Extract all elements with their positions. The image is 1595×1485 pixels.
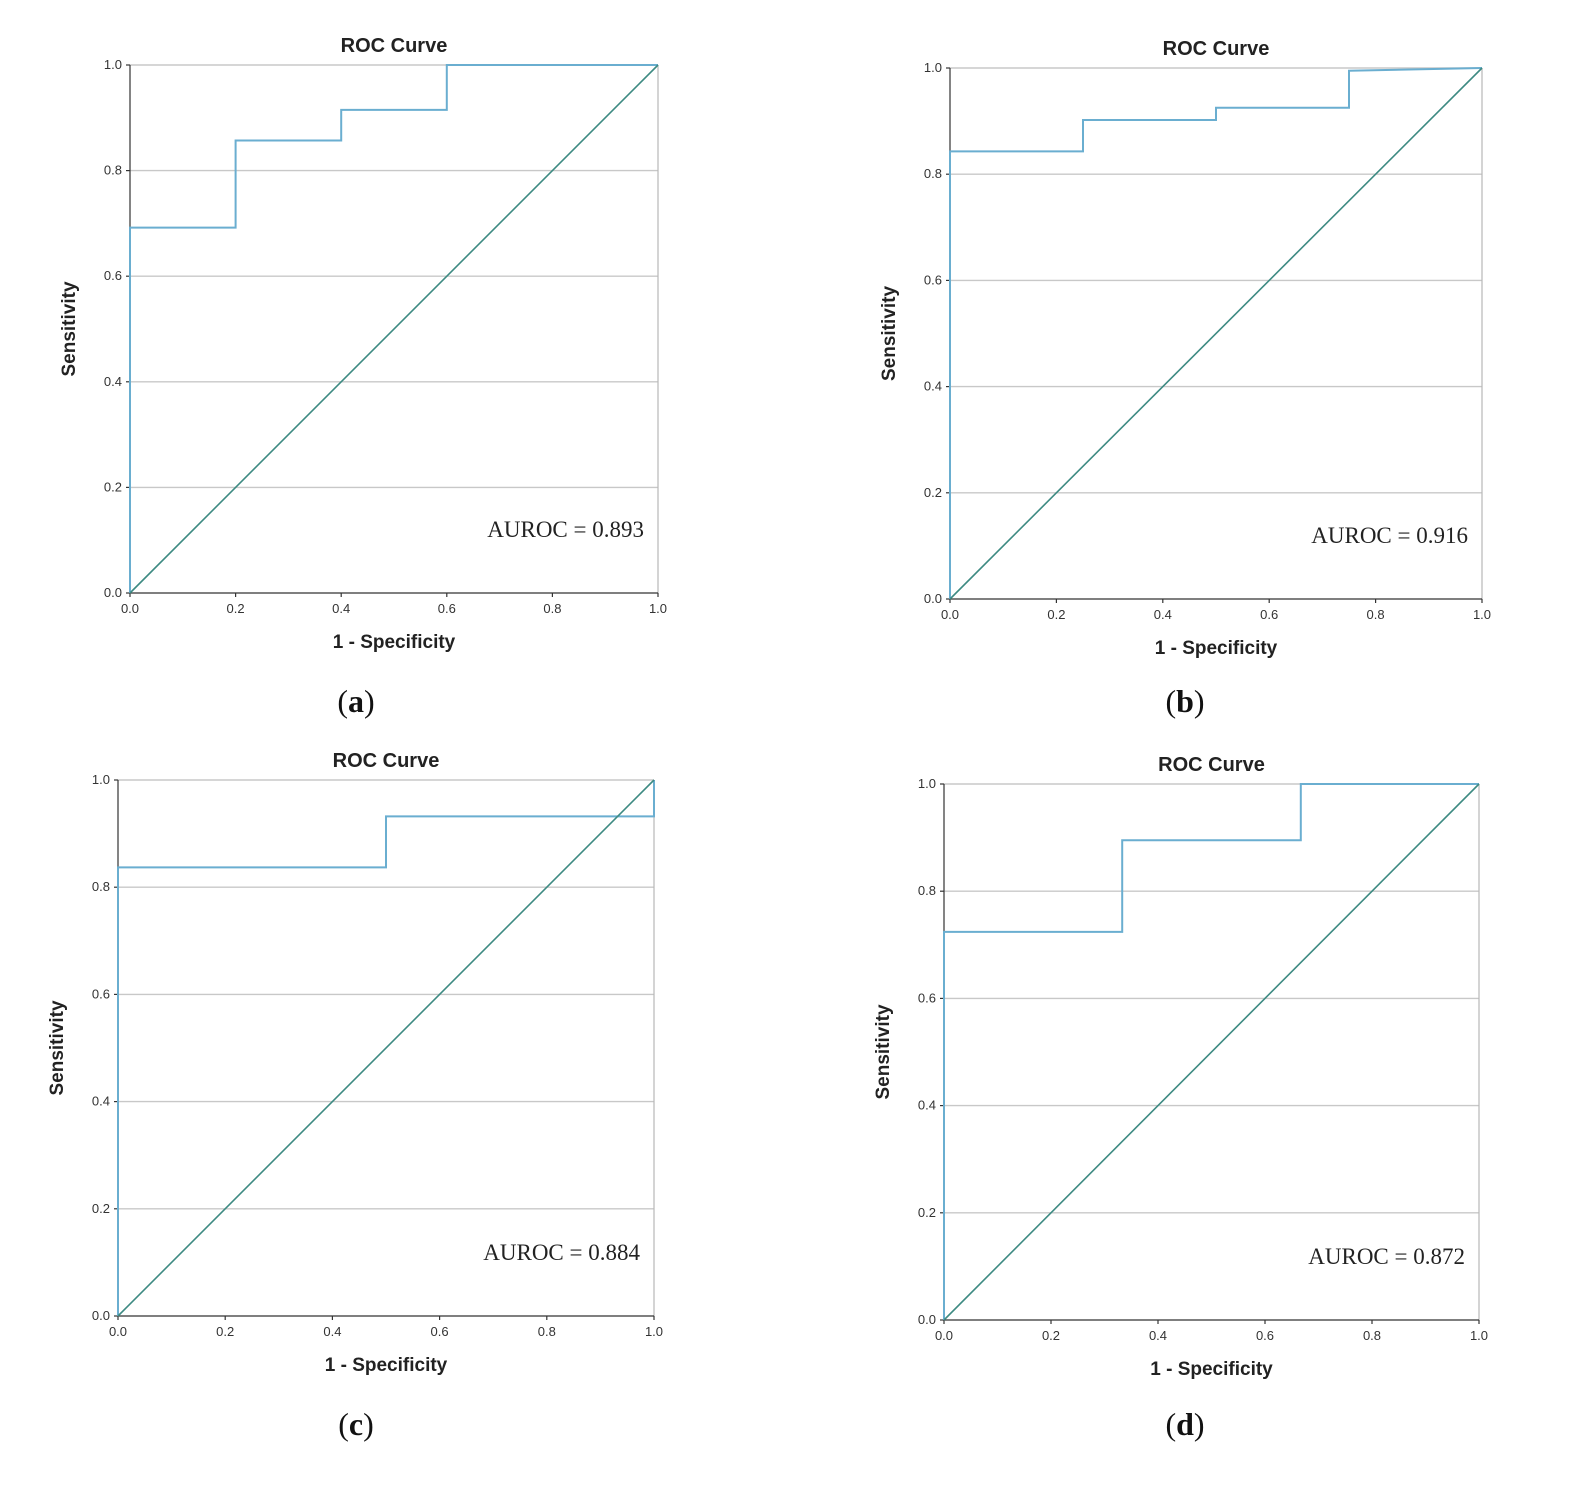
roc-curve-line (943, 783, 1479, 1320)
auroc-annotation: AUROC = 0.916 (1311, 523, 1468, 548)
reference-diagonal-line (949, 67, 1483, 600)
panel-caption-letter: b (1176, 683, 1194, 719)
x-tick-label: 1.0 (649, 601, 667, 616)
x-tick-label: 0.2 (1042, 1328, 1060, 1343)
reference-diagonal-line (129, 64, 659, 594)
panel-caption-letter: d (1176, 1406, 1194, 1442)
y-tick-label: 0.4 (924, 379, 942, 394)
panel-caption-letter: c (349, 1406, 363, 1442)
y-axis-label: Sensitivity (879, 286, 900, 381)
x-axis-label: 1 - Specificity (1155, 638, 1278, 659)
x-tick-label: 1.0 (645, 1324, 663, 1339)
x-tick-label: 1.0 (1470, 1328, 1488, 1343)
x-tick-label: 0.4 (323, 1324, 341, 1339)
x-tick-label: 0.4 (332, 601, 350, 616)
chart-title: ROC Curve (333, 750, 440, 772)
roc-curve-line (949, 67, 1483, 599)
x-tick-label: 0.2 (227, 601, 245, 616)
roc-panel-c: ROC Curve 0.0 0.2 0.4 0.6 0.8 1.0 0.0 0.2 0.4 0.6 0… (47, 750, 663, 1442)
x-axis-label: 1 - Specificity (325, 1355, 448, 1376)
auroc-annotation: AUROC = 0.893 (487, 517, 644, 542)
y-tick-label: 1.0 (918, 776, 936, 791)
x-axis-label: 1 - Specificity (333, 632, 456, 653)
panel-caption: (d) (1165, 1406, 1204, 1442)
y-tick-label: 0.6 (924, 272, 942, 287)
x-tick-label: 0.8 (543, 601, 561, 616)
x-tick-label: 0.2 (216, 1324, 234, 1339)
y-tick-label: 0.4 (104, 374, 122, 389)
x-tick-label: 0.6 (1256, 1328, 1274, 1343)
y-axis-label: Sensitivity (873, 1004, 894, 1099)
chart-title: ROC Curve (1163, 38, 1270, 60)
x-tick-label: 0.0 (109, 1324, 127, 1339)
roc-panel-b: ROC Curve 0.0 0.2 0.4 0.6 0.8 1.0 0.0 0.2 0.4 0.6 0… (879, 38, 1491, 719)
roc-curve-line (129, 64, 658, 593)
y-tick-label: 0.6 (92, 986, 110, 1001)
reference-diagonal-line (943, 783, 1480, 1321)
x-tick-label: 0.8 (1363, 1328, 1381, 1343)
y-tick-label: 0.0 (924, 591, 942, 606)
roc-curve-line (117, 780, 655, 1316)
y-tick-label: 0.8 (92, 879, 110, 894)
y-tick-label: 1.0 (924, 60, 942, 75)
y-tick-label: 1.0 (92, 772, 110, 787)
y-tick-label: 0.0 (918, 1312, 936, 1327)
y-tick-label: 0.4 (918, 1098, 936, 1113)
y-tick-label: 1.0 (104, 57, 122, 72)
auroc-annotation: AUROC = 0.872 (1308, 1244, 1465, 1269)
auroc-annotation: AUROC = 0.884 (483, 1240, 640, 1265)
y-tick-label: 0.6 (104, 268, 122, 283)
roc-panel-a: ROC Curve 0.0 0.2 0.4 0.6 0.8 1.0 0.0 0.2 0.4 0.6 0… (59, 35, 667, 719)
x-tick-label: 0.4 (1154, 607, 1172, 622)
y-tick-label: 0.6 (918, 990, 936, 1005)
panel-caption: (b) (1165, 683, 1204, 719)
panel-caption-letter: a (348, 683, 364, 719)
y-tick-label: 0.8 (924, 166, 942, 181)
x-axis-label: 1 - Specificity (1150, 1359, 1273, 1380)
y-tick-label: 0.2 (924, 485, 942, 500)
panel-caption: (a) (337, 683, 374, 719)
x-tick-label: 0.6 (431, 1324, 449, 1339)
y-tick-label: 0.8 (104, 163, 122, 178)
y-tick-label: 0.2 (92, 1201, 110, 1216)
x-tick-label: 0.0 (121, 601, 139, 616)
x-tick-label: 0.2 (1047, 607, 1065, 622)
y-axis-label: Sensitivity (59, 281, 80, 376)
x-tick-label: 0.8 (538, 1324, 556, 1339)
x-tick-label: 0.6 (1260, 607, 1278, 622)
chart-title: ROC Curve (1158, 754, 1265, 776)
y-tick-label: 0.4 (92, 1094, 110, 1109)
panel-caption: (c) (338, 1406, 374, 1442)
y-tick-label: 0.0 (92, 1308, 110, 1323)
reference-diagonal-line (117, 779, 655, 1317)
y-tick-label: 0.2 (918, 1205, 936, 1220)
x-tick-label: 0.6 (438, 601, 456, 616)
x-tick-label: 0.8 (1367, 607, 1385, 622)
y-tick-label: 0.2 (104, 479, 122, 494)
y-tick-label: 0.0 (104, 585, 122, 600)
x-tick-label: 0.4 (1149, 1328, 1167, 1343)
roc-panel-d: ROC Curve 0.0 0.2 0.4 0.6 0.8 1.0 0.0 0.2 0.4 0.6 0… (873, 754, 1488, 1442)
chart-title: ROC Curve (341, 35, 448, 57)
x-tick-label: 1.0 (1473, 607, 1491, 622)
y-axis-label: Sensitivity (47, 1000, 68, 1095)
y-tick-label: 0.8 (918, 883, 936, 898)
x-tick-label: 0.0 (935, 1328, 953, 1343)
x-tick-label: 0.0 (941, 607, 959, 622)
